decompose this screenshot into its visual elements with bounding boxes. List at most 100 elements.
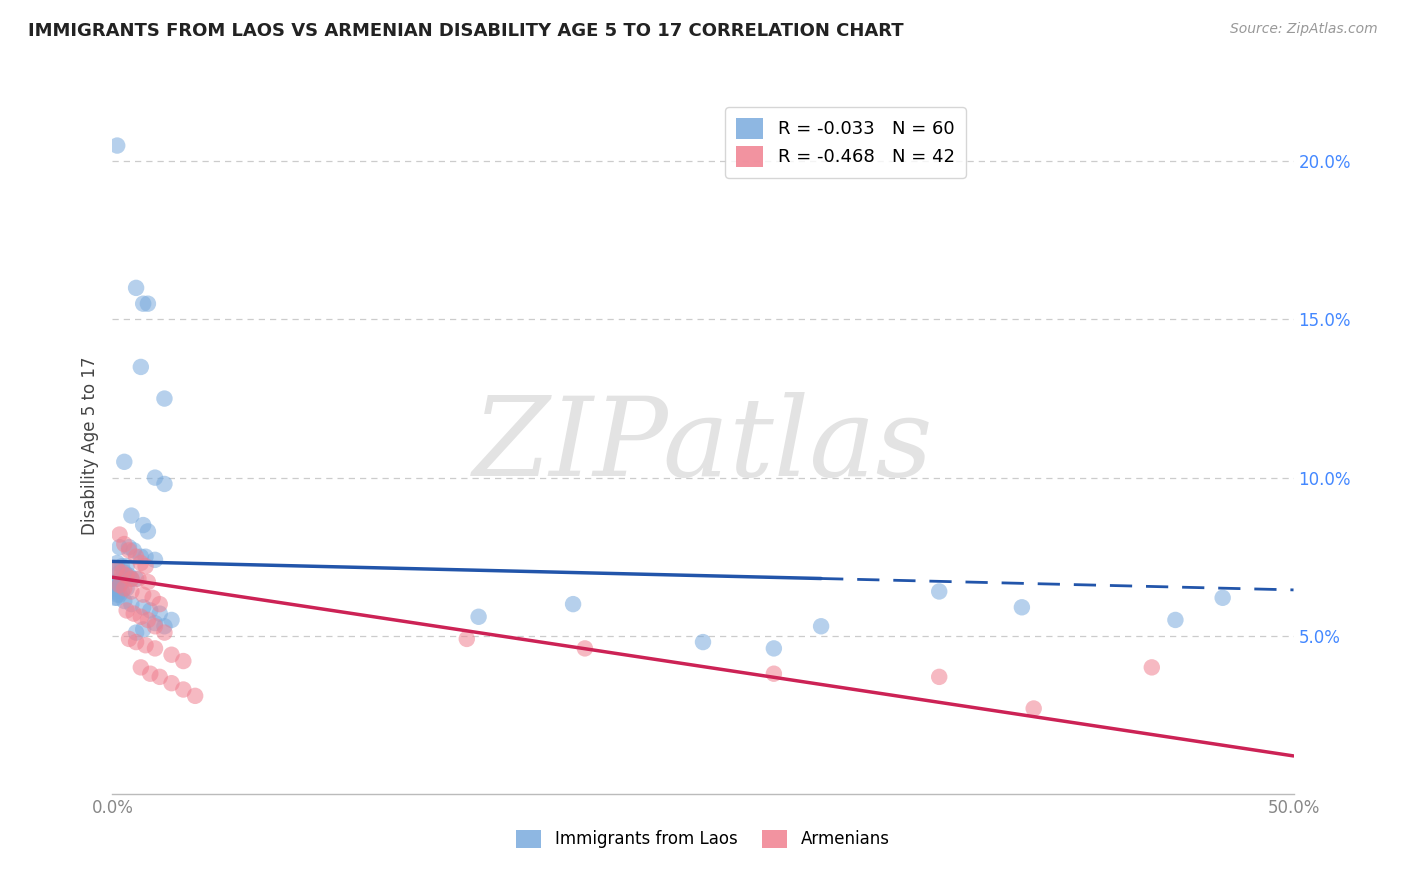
Point xyxy=(160,648,183,662)
Point xyxy=(125,572,148,586)
Point xyxy=(135,559,157,574)
Point xyxy=(132,588,155,602)
Point xyxy=(129,660,152,674)
Point xyxy=(112,537,135,551)
Point xyxy=(118,632,141,646)
Point xyxy=(105,574,128,589)
Point xyxy=(104,584,127,599)
Point xyxy=(104,578,127,592)
Point xyxy=(118,568,141,582)
Point xyxy=(136,296,159,310)
Point xyxy=(129,549,152,564)
Point xyxy=(143,616,166,631)
Text: ZIPatlas: ZIPatlas xyxy=(472,392,934,500)
Point xyxy=(142,591,165,605)
Point xyxy=(108,540,131,554)
Point xyxy=(132,518,155,533)
Point xyxy=(1011,600,1033,615)
Point xyxy=(125,635,148,649)
Point xyxy=(143,553,166,567)
Point xyxy=(108,578,131,592)
Point xyxy=(1140,660,1163,674)
Point xyxy=(762,666,785,681)
Point xyxy=(115,568,138,582)
Point xyxy=(108,527,131,541)
Point xyxy=(153,477,176,491)
Point xyxy=(136,524,159,539)
Point xyxy=(105,588,128,602)
Point xyxy=(132,600,155,615)
Point xyxy=(120,508,142,523)
Point xyxy=(135,549,157,564)
Point xyxy=(172,654,194,668)
Legend: Immigrants from Laos, Armenians: Immigrants from Laos, Armenians xyxy=(509,823,897,855)
Point xyxy=(129,556,152,570)
Point xyxy=(184,689,207,703)
Point xyxy=(149,670,172,684)
Point xyxy=(139,603,162,617)
Point xyxy=(118,540,141,554)
Point xyxy=(467,609,489,624)
Point xyxy=(105,582,128,596)
Point xyxy=(129,359,152,374)
Point xyxy=(160,676,183,690)
Point xyxy=(112,566,135,580)
Point xyxy=(1022,701,1045,715)
Point xyxy=(928,670,950,684)
Point xyxy=(105,556,128,570)
Point xyxy=(1164,613,1187,627)
Point xyxy=(104,582,127,596)
Point xyxy=(115,582,138,596)
Point xyxy=(143,619,166,633)
Point xyxy=(136,613,159,627)
Text: IMMIGRANTS FROM LAOS VS ARMENIAN DISABILITY AGE 5 TO 17 CORRELATION CHART: IMMIGRANTS FROM LAOS VS ARMENIAN DISABIL… xyxy=(28,22,904,40)
Point xyxy=(125,549,148,564)
Point xyxy=(132,623,155,637)
Point xyxy=(112,582,135,596)
Point xyxy=(108,578,131,592)
Point xyxy=(810,619,832,633)
Point xyxy=(135,638,157,652)
Point xyxy=(762,641,785,656)
Point xyxy=(122,607,145,621)
Point xyxy=(115,559,138,574)
Point xyxy=(120,597,142,611)
Point xyxy=(120,572,142,586)
Point xyxy=(115,603,138,617)
Point xyxy=(143,470,166,484)
Point xyxy=(112,594,135,608)
Point xyxy=(104,591,127,605)
Point xyxy=(104,574,127,589)
Point xyxy=(456,632,478,646)
Point xyxy=(143,641,166,656)
Point xyxy=(120,572,142,586)
Point xyxy=(111,559,134,574)
Point xyxy=(112,455,135,469)
Point xyxy=(111,584,134,599)
Point xyxy=(122,543,145,558)
Point xyxy=(111,566,134,580)
Point xyxy=(105,591,128,605)
Point xyxy=(118,543,141,558)
Y-axis label: Disability Age 5 to 17: Disability Age 5 to 17 xyxy=(80,357,98,535)
Point xyxy=(574,641,596,656)
Point xyxy=(105,562,128,576)
Point xyxy=(108,566,131,580)
Point xyxy=(172,682,194,697)
Point xyxy=(136,574,159,589)
Point xyxy=(125,281,148,295)
Point xyxy=(127,572,149,586)
Point xyxy=(153,625,176,640)
Point xyxy=(139,666,162,681)
Point xyxy=(153,619,176,633)
Point xyxy=(562,597,585,611)
Point xyxy=(129,609,152,624)
Point xyxy=(692,635,714,649)
Point xyxy=(1212,591,1234,605)
Point xyxy=(132,296,155,310)
Text: Source: ZipAtlas.com: Source: ZipAtlas.com xyxy=(1230,22,1378,37)
Point xyxy=(149,607,172,621)
Point xyxy=(928,584,950,599)
Point xyxy=(160,613,183,627)
Point xyxy=(153,392,176,406)
